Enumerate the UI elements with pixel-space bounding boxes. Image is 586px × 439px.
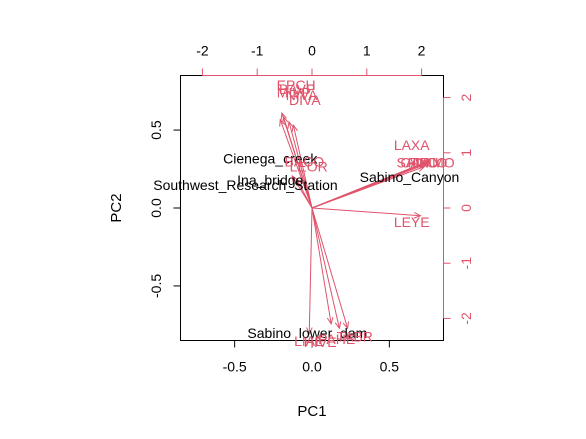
top-tick-label: -1	[251, 43, 264, 59]
loading-arrow	[291, 123, 313, 209]
top-tick-label: 2	[418, 43, 426, 59]
right-tick-label: 1	[458, 149, 474, 157]
site-labels: Cienega_creek Ina_bridgeSouthwest_Researc…	[153, 150, 459, 341]
loading-label: FUCO	[408, 155, 448, 171]
loading-label: LEYE	[394, 214, 430, 230]
loading-arrow	[296, 178, 313, 209]
loading-label: DAMO	[413, 155, 455, 171]
site-label: Cienega_creek	[223, 150, 318, 166]
loading-label: CAFU	[400, 155, 438, 171]
bottom-tick-label: 0.5	[380, 359, 400, 375]
loading-arrow	[311, 207, 342, 330]
right-tick-label: -1	[458, 257, 474, 270]
loading-label: BAVP	[279, 81, 315, 97]
site-label: Sabino_lower_dam	[247, 325, 367, 341]
top-tick-label: 1	[363, 43, 371, 59]
loading-label: EPCH	[277, 77, 316, 93]
loading-arrow	[282, 115, 313, 209]
top-axis: -2 -1 0 1 2	[196, 43, 426, 76]
y-axis-title: PC2	[108, 193, 125, 222]
loading-arrow	[279, 118, 313, 209]
loading-label: PAHE	[318, 331, 355, 347]
loading-arrow	[311, 160, 432, 209]
bottom-axis: -0.5 0.0 0.5	[223, 340, 400, 375]
site-label: Sabino_Canyon	[360, 169, 460, 185]
x-axis-title: PC1	[297, 403, 326, 420]
loading-label: SAIN	[396, 155, 429, 171]
loading-label: MIVP	[277, 84, 311, 100]
loading-label: BACO	[284, 153, 324, 169]
loading-arrow	[311, 207, 422, 219]
left-tick-label: 0.0	[148, 198, 164, 218]
bottom-tick-label: -0.5	[223, 359, 247, 375]
site-label: Southwest_Research_Station	[153, 177, 337, 193]
loading-arrow	[287, 120, 313, 209]
loading-label: LAXA	[394, 137, 430, 153]
loading-label: HIVE	[304, 334, 337, 350]
loading-arrow	[311, 207, 350, 330]
loading-label: LEOR	[290, 158, 328, 174]
left-tick-label: -0.5	[148, 274, 164, 298]
loading-label: LIAE	[294, 333, 324, 349]
right-tick-label: 0	[458, 204, 474, 212]
site-label: Ina_bridge	[237, 172, 303, 188]
loading-label: NIVA	[286, 87, 318, 103]
right-axis: -2 -1 0 1 2	[443, 93, 474, 325]
loading-label: DIVA	[289, 92, 321, 108]
loading-label: TABR	[337, 328, 373, 344]
loading-arrow	[306, 207, 313, 336]
loading-arrow	[311, 207, 334, 326]
loading-arrows	[279, 111, 432, 336]
top-tick-label: -2	[196, 43, 209, 59]
left-axis: -0.5 0.0 0.5	[148, 120, 181, 298]
right-tick-label: 2	[458, 93, 474, 101]
bottom-tick-label: 0.0	[302, 359, 322, 375]
top-tick-label: 0	[308, 43, 316, 59]
right-tick-label: -2	[458, 312, 474, 325]
left-tick-label: 0.5	[148, 120, 164, 140]
